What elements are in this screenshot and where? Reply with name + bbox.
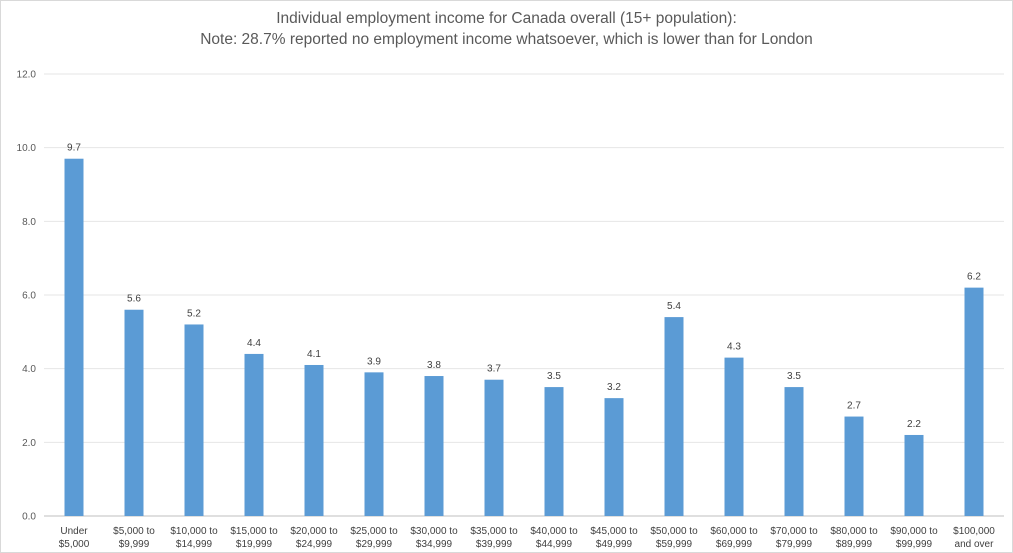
data-label: 5.2	[187, 308, 201, 319]
bar	[484, 379, 504, 516]
x-tick-label-line: $99,999	[896, 539, 933, 550]
x-tick-label-line: and over	[955, 539, 995, 550]
y-tick-label: 0.0	[22, 512, 36, 523]
bar	[844, 416, 864, 516]
x-tick-label-line: $5,000	[59, 539, 90, 550]
bar	[544, 387, 564, 516]
data-label: 2.2	[907, 419, 921, 430]
x-tick-label-line: $14,999	[176, 539, 213, 550]
x-tick-label: $10,000 to $14,999	[170, 526, 218, 550]
bar	[784, 387, 804, 516]
x-tick-label-line: $34,999	[416, 539, 453, 550]
x-tick-label-line: $20,000 to	[290, 526, 338, 537]
chart-title: Individual employment income for Canada …	[0, 8, 1013, 50]
x-tick-label: $90,000 to $99,999	[890, 526, 938, 550]
x-tick-label-line: $50,000 to	[650, 526, 698, 537]
x-tick-label-line: $70,000 to	[770, 526, 818, 537]
x-tick-label: $30,000 to $34,999	[410, 526, 458, 550]
data-label: 2.7	[847, 401, 861, 412]
data-label: 3.5	[787, 371, 801, 382]
x-tick-label-line: $100,000	[953, 526, 995, 537]
x-tick-label-line: $69,999	[716, 539, 753, 550]
bar	[64, 158, 84, 516]
data-label: 5.6	[127, 294, 141, 305]
data-label: 4.1	[307, 349, 321, 360]
x-tick-label-line: $29,999	[356, 539, 393, 550]
x-tick-label-line: Under	[60, 526, 88, 537]
x-tick-label: $60,000 to $69,999	[710, 526, 758, 550]
y-tick-label: 12.0	[17, 70, 37, 81]
x-tick-label-line: $90,000 to	[890, 526, 938, 537]
data-label: 3.5	[547, 371, 561, 382]
y-tick-label: 8.0	[22, 217, 36, 228]
x-tick-label: $35,000 to $39,999	[470, 526, 518, 550]
data-label: 4.3	[727, 342, 741, 353]
x-tick-label-line: $44,999	[536, 539, 573, 550]
x-tick-label-line: $9,999	[119, 539, 150, 550]
data-label: 9.7	[67, 143, 81, 154]
bar	[424, 376, 444, 516]
x-tick-label: $80,000 to $89,999	[830, 526, 878, 550]
x-tick-label-line: $79,999	[776, 539, 813, 550]
x-tick-label-line: $49,999	[596, 539, 633, 550]
x-tick-label-line: $10,000 to	[170, 526, 218, 537]
x-tick-label: $50,000 to $59,999	[650, 526, 698, 550]
x-tick-label: Under $5,000	[59, 526, 90, 550]
y-tick-label: 6.0	[22, 291, 36, 302]
bar	[724, 357, 744, 516]
x-tick-label-line: $5,000 to	[113, 526, 155, 537]
x-tick-label-line: $60,000 to	[710, 526, 758, 537]
bar	[604, 398, 624, 516]
y-tick-label: 2.0	[22, 438, 36, 449]
x-tick-label: $5,000 to $9,999	[113, 526, 155, 550]
y-tick-label: 4.0	[22, 364, 36, 375]
x-tick-label: $100,000 and over	[953, 526, 995, 550]
bar	[184, 324, 204, 516]
x-tick-label: $70,000 to $79,999	[770, 526, 818, 550]
bar	[964, 287, 984, 516]
x-tick-label-line: $45,000 to	[590, 526, 638, 537]
x-tick-label-line: $40,000 to	[530, 526, 578, 537]
x-tick-label-line: $25,000 to	[350, 526, 398, 537]
chart-title-line: Individual employment income for Canada …	[276, 10, 737, 27]
bar	[904, 434, 924, 516]
x-tick-label-line: $19,999	[236, 539, 273, 550]
bar	[304, 364, 324, 516]
x-tick-label-line: $24,999	[296, 539, 333, 550]
data-label: 4.4	[247, 338, 261, 349]
x-tick-label: $40,000 to $44,999	[530, 526, 578, 550]
x-tick-label: $25,000 to $29,999	[350, 526, 398, 550]
x-tick-label: $20,000 to $24,999	[290, 526, 338, 550]
bar	[124, 309, 144, 516]
x-tick-label-line: $30,000 to	[410, 526, 458, 537]
data-label: 5.4	[667, 301, 681, 312]
x-tick-label-line: $15,000 to	[230, 526, 278, 537]
bar	[664, 317, 684, 516]
x-tick-label: $15,000 to $19,999	[230, 526, 278, 550]
x-tick-label-line: $35,000 to	[470, 526, 518, 537]
data-label: 3.7	[487, 364, 501, 375]
y-tick-label: 10.0	[17, 143, 37, 154]
x-tick-label: $45,000 to $49,999	[590, 526, 638, 550]
bar	[244, 353, 264, 516]
data-label: 3.8	[427, 360, 441, 371]
data-label: 6.2	[967, 272, 981, 283]
chart-subtitle: Note: 28.7% reported no employment incom…	[200, 31, 813, 48]
x-tick-label-line: $59,999	[656, 539, 693, 550]
bar	[364, 372, 384, 516]
data-label: 3.9	[367, 356, 381, 367]
data-label: 3.2	[607, 382, 621, 393]
x-tick-label-line: $80,000 to	[830, 526, 878, 537]
x-tick-label-line: $39,999	[476, 539, 513, 550]
x-tick-label-line: $89,999	[836, 539, 873, 550]
